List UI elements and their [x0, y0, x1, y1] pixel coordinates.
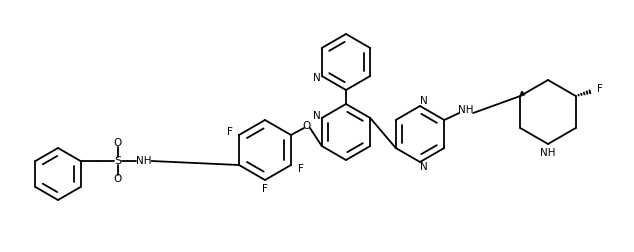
Text: S: S [114, 156, 121, 166]
Text: F: F [597, 84, 603, 94]
Text: NH: NH [136, 156, 152, 166]
Text: F: F [262, 184, 268, 194]
Polygon shape [521, 91, 525, 96]
Text: N: N [313, 111, 321, 121]
Text: O: O [113, 138, 122, 148]
Text: N: N [420, 162, 428, 172]
Text: F: F [298, 164, 304, 174]
Text: F: F [227, 127, 233, 137]
Text: N: N [313, 73, 321, 83]
Text: NH: NH [458, 105, 474, 115]
Text: O: O [303, 121, 311, 131]
Text: O: O [113, 174, 122, 184]
Text: NH: NH [540, 148, 556, 158]
Text: N: N [420, 96, 428, 106]
